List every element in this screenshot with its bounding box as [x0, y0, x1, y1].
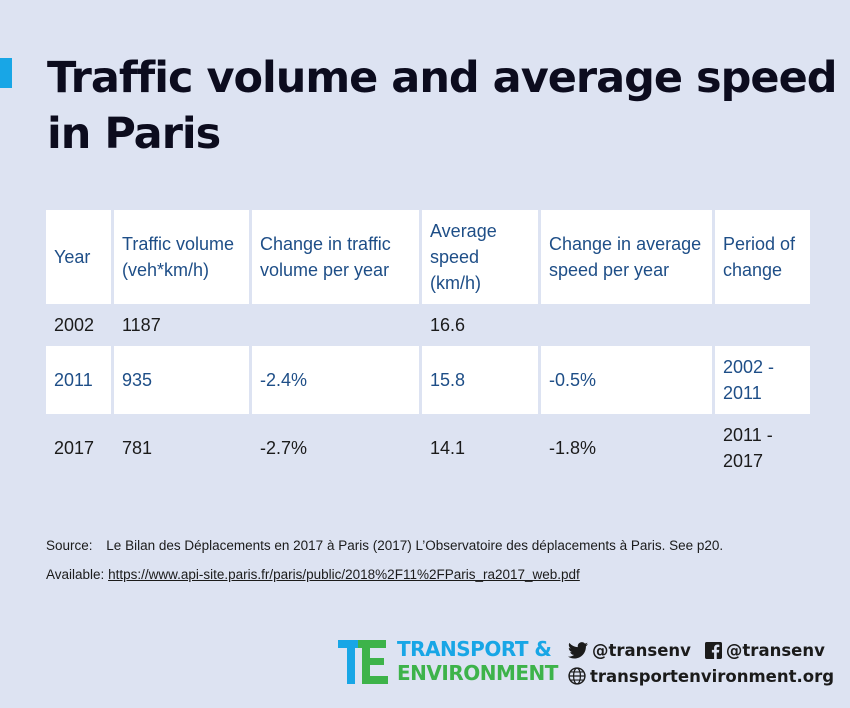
header-period: Period of change: [712, 210, 810, 304]
header-year: Year: [46, 210, 113, 304]
cell-traffic-volume: 781: [111, 414, 251, 482]
table-row: 2017 781 -2.7% 14.1 -1.8% 2011 - 2017: [46, 414, 810, 482]
cell-change-traffic: [249, 304, 421, 346]
cell-change-traffic: -2.7%: [249, 414, 421, 482]
cell-average-speed: 16.6: [419, 304, 540, 346]
source-label: Source:: [46, 538, 93, 553]
cell-change-speed: -0.5%: [538, 346, 714, 414]
page-title: Traffic volume and average speed in Pari…: [47, 53, 838, 159]
cell-average-speed: 15.8: [419, 346, 540, 414]
source-text: Le Bilan des Déplacements en 2017 à Pari…: [106, 538, 724, 553]
website-link[interactable]: transportenvironment.org: [590, 666, 835, 686]
cell-year: 2017: [54, 438, 95, 458]
cell-year: 2002: [54, 315, 95, 335]
source-note: Source: Le Bilan des Déplacements en 201…: [46, 538, 723, 553]
header-average-speed: Average speed (km/h): [419, 210, 540, 304]
source-link[interactable]: https://www.api-site.paris.fr/paris/publ…: [108, 567, 580, 582]
header-change-speed: Change in average speed per year: [538, 210, 714, 304]
brand-logo-text: TRANSPORT & ENVIRONMENT: [397, 637, 558, 685]
cell-traffic-volume: 935: [111, 346, 251, 414]
table-header-row: Year Traffic volume (veh*km/h) Change in…: [46, 210, 810, 304]
cell-change-speed: [538, 304, 714, 346]
cell-period: 2002 - 2011: [712, 346, 810, 414]
available-label: Available:: [46, 567, 105, 582]
brand-line-2: ENVIRONMENT: [397, 661, 558, 685]
table-row: 2002 1187 16.6: [46, 304, 810, 346]
cell-period: [712, 304, 810, 346]
brand-line-1: TRANSPORT &: [397, 637, 552, 661]
social-links: @transenv @transenv transportenvironment…: [568, 638, 834, 688]
facebook-handle[interactable]: @transenv: [725, 640, 825, 660]
cell-change-speed: -1.8%: [538, 414, 714, 482]
header-traffic-volume: Traffic volume (veh*km/h): [111, 210, 251, 304]
globe-icon: [568, 667, 586, 685]
data-table: Year Traffic volume (veh*km/h) Change in…: [46, 210, 810, 482]
twitter-handle[interactable]: @transenv: [592, 640, 691, 660]
cell-period: 2011 - 2017: [712, 414, 810, 482]
facebook-icon: [704, 641, 722, 659]
cell-average-speed: 14.1: [419, 414, 540, 482]
available-note: Available: https://www.api-site.paris.fr…: [46, 567, 580, 582]
twitter-icon: [568, 641, 588, 658]
te-logo-icon: [338, 640, 388, 684]
accent-marker: [0, 58, 12, 88]
cell-year: 2011: [46, 346, 113, 414]
table-row: 2011 935 -2.4% 15.8 -0.5% 2002 - 2011: [46, 346, 810, 414]
cell-change-traffic: -2.4%: [249, 346, 421, 414]
cell-traffic-volume: 1187: [111, 304, 251, 346]
header-change-traffic: Change in traffic volume per year: [249, 210, 421, 304]
